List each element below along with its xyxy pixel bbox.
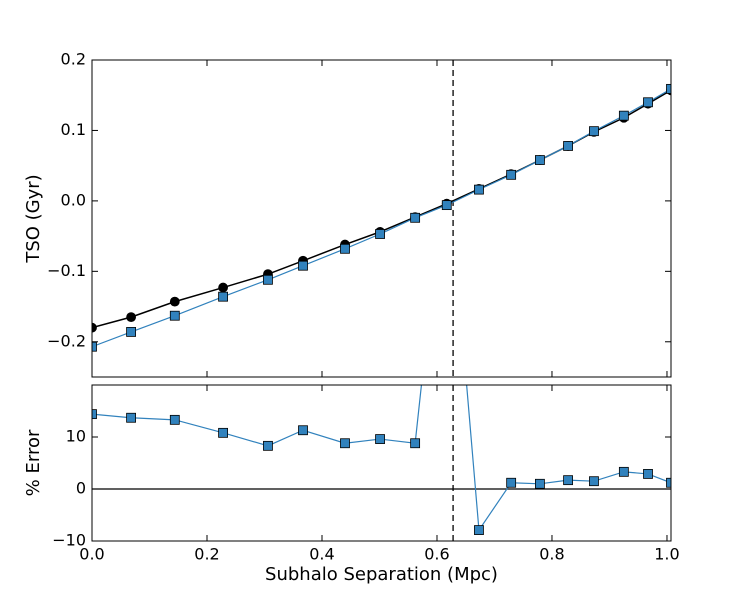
y-tick-label: −0.1 <box>47 261 86 280</box>
point <box>218 427 228 438</box>
point <box>340 438 350 449</box>
y-axis-label: TSO (Gyr) <box>23 174 44 263</box>
plot-area <box>92 147 671 541</box>
series-line <box>92 385 671 532</box>
point <box>643 97 653 108</box>
point <box>441 200 452 211</box>
point <box>375 229 385 239</box>
point <box>535 478 545 489</box>
point <box>218 291 228 302</box>
point <box>442 147 451 156</box>
point <box>563 475 573 486</box>
point <box>126 327 136 337</box>
point <box>535 155 545 165</box>
y-tick-label: 0.2 <box>61 50 86 69</box>
x-tick-label: 0.6 <box>424 545 449 564</box>
point <box>263 440 273 451</box>
y-tick-label: 0 <box>76 479 86 498</box>
point <box>506 477 517 488</box>
series-line <box>92 88 671 348</box>
x-tick-label: 1.0 <box>654 545 679 564</box>
x-tick-label: 0.4 <box>309 545 334 564</box>
y-tick-label: 0.0 <box>61 190 86 209</box>
point <box>589 476 599 487</box>
plot-area <box>92 60 671 377</box>
point <box>474 525 484 535</box>
point <box>618 110 629 121</box>
point <box>298 260 308 271</box>
x-tick-label: 0.0 <box>79 545 104 564</box>
point <box>92 341 97 352</box>
axes-frame <box>91 384 672 542</box>
point <box>410 212 421 223</box>
point <box>169 414 180 425</box>
x-tick-label: 0.2 <box>194 545 219 564</box>
point <box>263 274 273 285</box>
axes-frame <box>91 59 672 378</box>
point <box>618 466 629 477</box>
point <box>340 243 350 254</box>
point <box>169 296 180 307</box>
y-tick-label: 0.1 <box>61 120 86 139</box>
point <box>506 169 517 180</box>
point <box>643 469 653 479</box>
point <box>410 438 421 449</box>
x-tick-label: 0.8 <box>539 545 564 564</box>
series-line <box>92 89 671 329</box>
point <box>92 409 97 420</box>
y-tick-label: 10 <box>66 427 86 446</box>
point <box>218 282 228 293</box>
x-axis-label: Subhalo Separation (Mpc) <box>265 564 498 585</box>
point <box>589 126 599 137</box>
point <box>92 322 97 333</box>
y-axis-label: % Error <box>23 429 44 496</box>
point <box>666 83 671 94</box>
point <box>563 141 573 151</box>
point <box>474 184 484 195</box>
point <box>126 312 136 323</box>
point <box>666 477 671 488</box>
point <box>169 310 180 321</box>
point <box>375 434 385 444</box>
point <box>126 412 136 423</box>
point <box>298 425 308 436</box>
y-tick-label: −10 <box>52 531 86 550</box>
y-tick-label: −0.2 <box>47 331 86 350</box>
